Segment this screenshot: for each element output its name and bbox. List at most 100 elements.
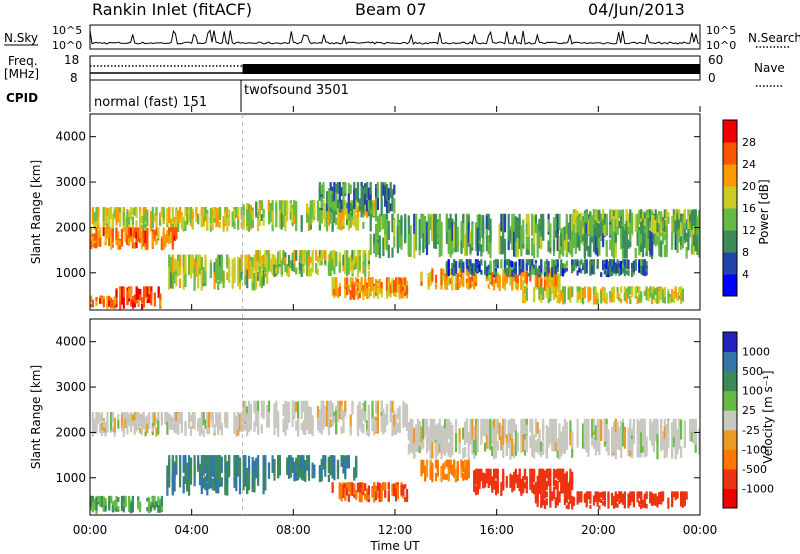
colorbar-tick-label: 12 <box>742 224 756 237</box>
data-cell <box>119 212 122 227</box>
data-cell <box>367 250 370 261</box>
data-cell <box>95 496 98 505</box>
data-cell <box>333 212 336 224</box>
data-cell <box>151 207 154 223</box>
data-cell <box>409 225 412 243</box>
data-cell <box>592 296 596 305</box>
data-cell <box>531 259 534 271</box>
data-cell <box>349 414 352 434</box>
data-cell <box>246 480 249 493</box>
power-colorbar-label: Power [dB] <box>757 179 771 244</box>
data-cell <box>130 298 133 307</box>
data-cell <box>385 200 389 214</box>
data-cell <box>464 235 467 257</box>
data-cell <box>106 295 109 304</box>
data-cell <box>465 260 468 269</box>
data-cell <box>552 431 556 452</box>
data-cell <box>493 478 496 490</box>
data-cell <box>320 458 323 468</box>
data-cell <box>197 424 200 432</box>
data-cell <box>467 464 470 476</box>
data-cell <box>342 455 345 464</box>
data-cell <box>465 213 468 230</box>
data-cell <box>431 473 434 483</box>
data-cell <box>133 294 136 303</box>
data-cell <box>358 488 361 499</box>
data-cell <box>520 478 523 486</box>
data-cell <box>471 418 474 440</box>
data-cell <box>440 229 443 246</box>
data-cell <box>429 418 432 437</box>
data-cell <box>324 406 327 425</box>
colorbar-swatch <box>723 449 737 470</box>
data-cell <box>612 259 616 269</box>
data-cell <box>453 223 456 249</box>
data-cell <box>220 254 223 277</box>
data-cell <box>373 488 376 497</box>
data-cell <box>97 497 100 502</box>
data-cell <box>122 412 125 425</box>
data-cell <box>609 209 612 223</box>
data-cell <box>621 220 625 248</box>
data-cell <box>449 425 452 451</box>
data-cell <box>133 207 136 216</box>
data-cell <box>409 239 412 258</box>
data-cell <box>93 502 96 511</box>
data-cell <box>287 468 291 475</box>
data-cell <box>572 212 576 225</box>
data-cell <box>447 442 450 457</box>
data-cell <box>257 211 260 220</box>
data-cell <box>631 267 634 277</box>
data-cell <box>631 491 634 502</box>
data-cell <box>543 500 547 509</box>
data-cell <box>560 232 563 247</box>
data-cell <box>349 488 352 496</box>
data-cell <box>307 467 311 476</box>
data-cell <box>329 182 332 193</box>
data-cell <box>407 444 410 455</box>
data-cell <box>638 430 641 458</box>
data-cell <box>362 482 365 492</box>
data-cell <box>402 283 405 292</box>
data-cell <box>487 284 490 289</box>
data-cell <box>233 221 236 229</box>
data-cell <box>474 436 478 456</box>
data-cell <box>585 496 588 508</box>
data-cell <box>318 470 321 483</box>
data-cell <box>676 234 679 253</box>
data-cell <box>496 468 499 481</box>
data-cell <box>533 468 536 478</box>
data-cell <box>565 213 568 232</box>
data-cell <box>614 262 617 274</box>
data-cell <box>661 431 665 448</box>
data-cell <box>346 286 349 295</box>
data-cell <box>389 400 392 420</box>
data-cell <box>202 216 205 227</box>
data-cell <box>567 288 570 300</box>
data-cell <box>694 209 697 218</box>
data-cell <box>563 267 566 273</box>
data-cell <box>623 491 626 499</box>
data-cell <box>331 257 334 271</box>
data-cell <box>335 251 338 266</box>
data-cell <box>168 467 171 482</box>
data-cell <box>687 219 690 251</box>
data-cell <box>371 488 374 498</box>
data-cell <box>609 225 612 236</box>
data-cell <box>602 217 605 245</box>
data-cell <box>364 411 367 423</box>
data-cell <box>224 455 227 471</box>
data-cell <box>155 238 158 245</box>
data-cell <box>674 222 677 250</box>
data-cell <box>540 225 543 237</box>
data-cell <box>609 291 612 298</box>
data-cell <box>393 219 396 237</box>
data-cell <box>445 261 448 268</box>
data-cell <box>440 467 443 477</box>
data-cell <box>489 428 492 451</box>
data-cell <box>326 191 329 206</box>
data-cell <box>612 287 616 294</box>
data-cell <box>563 433 566 454</box>
data-cell <box>454 225 458 253</box>
data-cell <box>453 259 456 268</box>
